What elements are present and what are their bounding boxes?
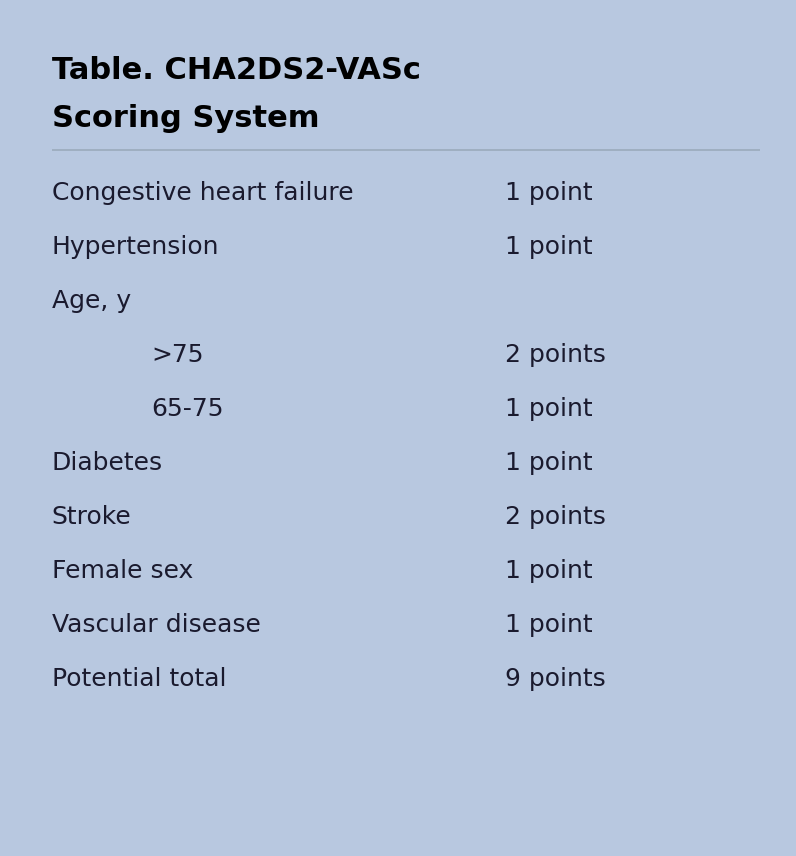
Text: 1 point: 1 point [505, 451, 593, 475]
Text: Diabetes: Diabetes [52, 451, 163, 475]
Text: Age, y: Age, y [52, 289, 131, 313]
Text: 1 point: 1 point [505, 559, 593, 583]
Text: >75: >75 [151, 343, 204, 367]
Text: Potential total: Potential total [52, 667, 226, 691]
Text: Female sex: Female sex [52, 559, 193, 583]
Text: 1 point: 1 point [505, 181, 593, 205]
Text: Congestive heart failure: Congestive heart failure [52, 181, 353, 205]
Text: 2 points: 2 points [505, 505, 607, 529]
Text: Hypertension: Hypertension [52, 235, 219, 259]
Text: 1 point: 1 point [505, 397, 593, 421]
Text: 1 point: 1 point [505, 613, 593, 637]
Text: Stroke: Stroke [52, 505, 131, 529]
Text: Table. CHA2DS2-VASc: Table. CHA2DS2-VASc [52, 56, 420, 85]
Text: 65-75: 65-75 [151, 397, 224, 421]
Text: Vascular disease: Vascular disease [52, 613, 260, 637]
Text: 1 point: 1 point [505, 235, 593, 259]
Text: 2 points: 2 points [505, 343, 607, 367]
Text: Scoring System: Scoring System [52, 104, 319, 134]
Text: 9 points: 9 points [505, 667, 607, 691]
